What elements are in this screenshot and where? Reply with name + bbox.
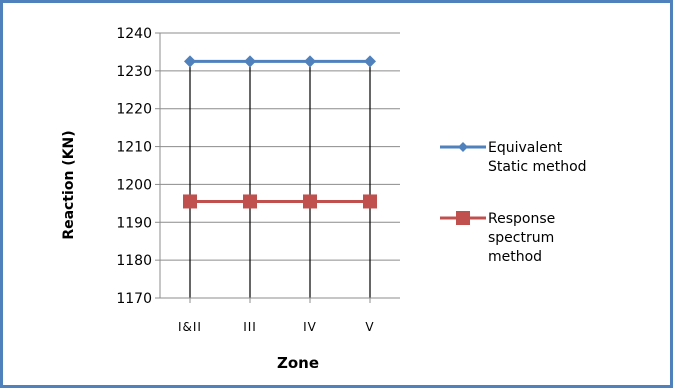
legend-marker [456, 211, 470, 225]
y-tick-label: 1180 [116, 253, 152, 269]
legend: Equivalent Static method Response spectrum m… [440, 140, 587, 265]
axes [155, 32, 400, 303]
x-tick-label: III [243, 320, 257, 334]
legend-marker [458, 142, 468, 152]
gridlines [160, 32, 400, 299]
y-tick-label: 1240 [116, 26, 152, 42]
data-point [183, 194, 197, 209]
y-axis-title: Reaction (KN) [61, 130, 77, 239]
data-point [184, 55, 196, 68]
legend-label: spectrum [488, 230, 554, 246]
y-tick-label: 1190 [116, 215, 152, 231]
y-tick-label: 1230 [116, 64, 152, 80]
data-point [364, 55, 376, 68]
series-layer [183, 55, 377, 209]
x-tick-label: V [365, 320, 374, 334]
y-tick-label: 1170 [116, 291, 152, 307]
x-tick-label: IV [303, 320, 317, 334]
data-point [303, 194, 317, 209]
legend-label: method [488, 249, 542, 265]
legend-label: Response [488, 211, 555, 227]
data-point [363, 194, 377, 209]
data-point [243, 194, 257, 209]
y-tick-label: 1210 [116, 140, 152, 156]
y-tick-labels: 1240 1230 1220 1210 1200 1190 1180 1170 [116, 26, 152, 307]
x-tick-labels: I&II III IV V [178, 320, 374, 334]
drop-lines [189, 61, 371, 298]
y-tick-label: 1200 [116, 177, 152, 193]
x-tick-label: I&II [178, 320, 202, 334]
data-point [244, 55, 256, 68]
legend-label: Static method [488, 159, 587, 175]
data-point [304, 55, 316, 68]
legend-label: Equivalent [488, 140, 563, 156]
y-tick-label: 1220 [116, 102, 152, 118]
x-axis-title: Zone [277, 354, 319, 372]
